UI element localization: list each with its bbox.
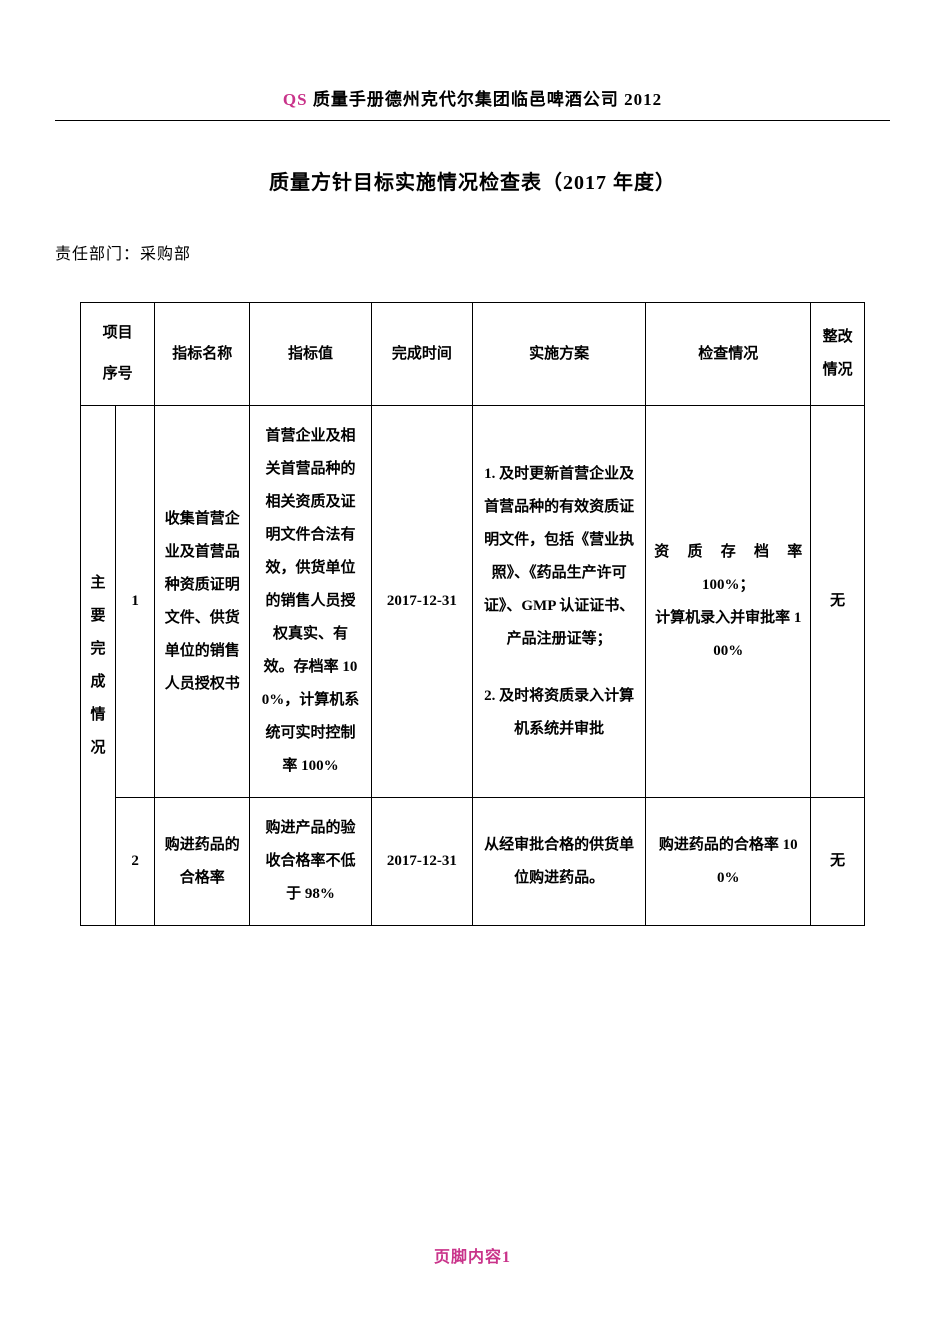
cell-plan: 从经审批合格的供货单位购进药品。 <box>472 798 645 926</box>
header-divider <box>55 120 890 121</box>
document-title: 质量方针目标实施情况检查表（2017 年度） <box>55 166 890 195</box>
page-footer: 页脚内容1 <box>0 1243 945 1267</box>
col-category-bottom: 序号 <box>81 354 155 406</box>
plan-item: 1. 及时更新首营企业及首营品种的有效资质证明文件，包括《营业执照》、《药品生产… <box>481 458 637 656</box>
department-value: 采购部 <box>140 246 191 263</box>
footer-page-number: 1 <box>502 1249 511 1266</box>
page-header: QS 质量手册德州克代尔集团临邑啤酒公司 2012 <box>55 85 890 120</box>
header-qs-prefix: QS <box>283 90 308 109</box>
category-label: 主要完成情况 <box>81 406 116 926</box>
cell-indicator-name: 收集首营企业及首营品种资质证明文件、供货单位的销售人员授权书 <box>155 406 250 798</box>
row-index: 1 <box>116 406 155 798</box>
cell-complete-time: 2017-12-31 <box>371 798 472 926</box>
col-plan: 实施方案 <box>472 303 645 406</box>
col-fix: 整改情况 <box>811 303 865 406</box>
inspection-table: 项目 指标名称 指标值 完成时间 实施方案 检查情况 整改情况 序号 主要完成情… <box>80 302 865 926</box>
cell-plan: 1. 及时更新首营企业及首营品种的有效资质证明文件，包括《营业执照》、《药品生产… <box>472 406 645 798</box>
col-complete-time: 完成时间 <box>371 303 472 406</box>
cell-complete-time: 2017-12-31 <box>371 406 472 798</box>
check-line: 资质存档率 <box>654 536 802 569</box>
table-header-row: 项目 指标名称 指标值 完成时间 实施方案 检查情况 整改情况 <box>81 303 865 355</box>
department-line: 责任部门：采购部 <box>55 240 890 264</box>
cell-indicator-value: 首营企业及相关首营品种的相关资质及证明文件合法有效，供货单位的销售人员授权真实、… <box>250 406 372 798</box>
col-indicator-value: 指标值 <box>250 303 372 406</box>
category-label-text: 主要完成情况 <box>91 575 106 756</box>
header-rest: 质量手册德州克代尔集团临邑啤酒公司 2012 <box>308 90 663 109</box>
footer-label: 页脚内容 <box>434 1249 502 1266</box>
cell-fix: 无 <box>811 406 865 798</box>
cell-indicator-name: 购进药品的合格率 <box>155 798 250 926</box>
table-row: 2 购进药品的合格率 购进产品的验收合格率不低于 98% 2017-12-31 … <box>81 798 865 926</box>
check-line: 计算机录入并审批率 100% <box>654 602 802 668</box>
plan-item: 2. 及时将资质录入计算机系统并审批 <box>481 680 637 746</box>
row-index: 2 <box>116 798 155 926</box>
check-line: 100%； <box>654 569 802 602</box>
department-label: 责任部门： <box>55 246 140 263</box>
col-indicator-name: 指标名称 <box>155 303 250 406</box>
cell-check: 资质存档率 100%； 计算机录入并审批率 100% <box>646 406 811 798</box>
cell-check: 购进药品的合格率 100% <box>646 798 811 926</box>
cell-fix: 无 <box>811 798 865 926</box>
table-row: 主要完成情况 1 收集首营企业及首营品种资质证明文件、供货单位的销售人员授权书 … <box>81 406 865 798</box>
cell-indicator-value: 购进产品的验收合格率不低于 98% <box>250 798 372 926</box>
col-category-top: 项目 <box>81 303 155 355</box>
col-check: 检查情况 <box>646 303 811 406</box>
